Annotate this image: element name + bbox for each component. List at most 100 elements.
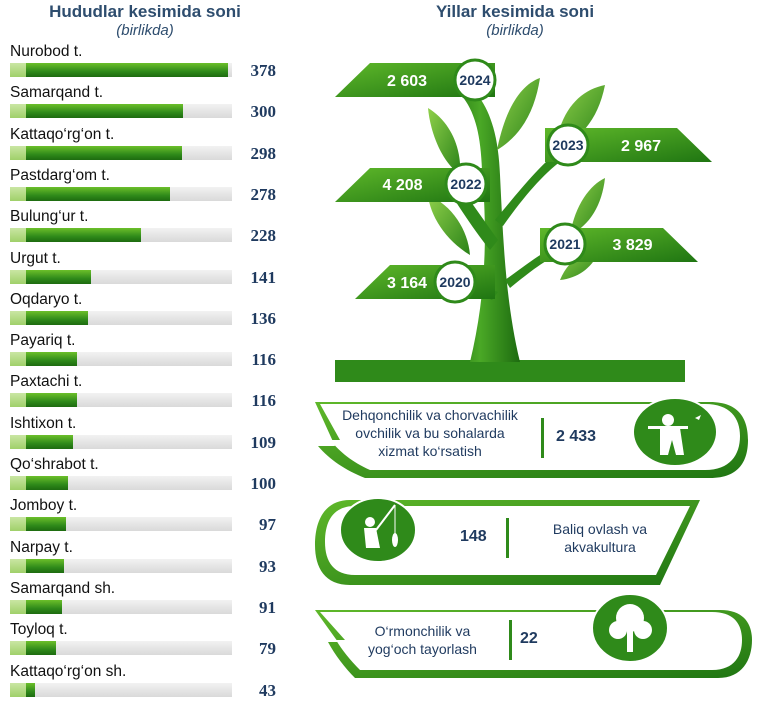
region-label: Samarqand t.	[10, 84, 104, 102]
bar	[26, 145, 182, 160]
year-value-label: 2 967	[621, 138, 661, 155]
bar-stub	[10, 641, 26, 656]
bar	[26, 393, 77, 408]
divider	[506, 518, 509, 558]
bar-track	[10, 558, 232, 573]
region-label: Pastdarg‘om t.	[10, 166, 110, 184]
year-badge	[453, 58, 497, 102]
bar-value-label: 228	[250, 226, 277, 246]
bar-value-label: 278	[250, 184, 277, 204]
bar-track	[10, 641, 232, 656]
fishing-icon	[339, 497, 417, 563]
year-label: 2021	[549, 236, 580, 252]
region-label: Oqdaryo t.	[10, 290, 83, 308]
year-label: 2020	[439, 274, 470, 290]
bar-stub	[10, 310, 26, 325]
right-chart-title: Yillar kesimida soni	[435, 2, 595, 21]
category-text-forestry: O‘rmonchilik va yog‘och tayorlash	[340, 622, 505, 658]
bar-stub	[10, 269, 26, 284]
bar	[26, 641, 56, 656]
bar-value-label: 298	[250, 143, 277, 163]
region-label: Urgut t.	[10, 249, 61, 267]
bar	[26, 434, 73, 449]
category-text-fishing: Baliq ovlash va akvakultura	[520, 520, 680, 556]
leaf	[570, 178, 605, 235]
bar-value-label: 116	[251, 350, 276, 370]
category-text-agriculture: Dehqonchilik va chorvachilik ovchilik va…	[316, 406, 544, 460]
category-value-agriculture: 2 433	[556, 428, 597, 445]
bar	[26, 63, 228, 77]
bar	[26, 186, 171, 201]
bar-stub	[10, 63, 26, 77]
bar-stub	[10, 558, 26, 573]
bar-value-label: 136	[250, 308, 277, 328]
region-label: Narpay t.	[10, 538, 73, 556]
region-label: Qo‘shrabot t.	[10, 456, 99, 473]
bar	[26, 476, 68, 490]
bar-value-label: 93	[259, 556, 276, 576]
category-value-fishing: 148	[460, 528, 487, 545]
right-chart-subtitle: (birlikda)	[486, 22, 544, 39]
bar-stub	[10, 186, 26, 201]
region-label: Jomboy t.	[10, 497, 78, 515]
bar	[26, 104, 184, 119]
region-label: Toyloq t.	[10, 621, 68, 639]
bar-stub	[10, 352, 26, 367]
trees-icon	[591, 593, 669, 663]
tree-trunk	[440, 74, 520, 362]
bar-value-label: 300	[250, 102, 277, 122]
category-value-forestry: 22	[520, 630, 538, 647]
year-badge	[433, 260, 477, 304]
left-chart-title: Hududlar kesimida soni	[49, 2, 241, 21]
region-label: Payariq t.	[10, 332, 76, 350]
bar	[26, 310, 89, 325]
year-label: 2022	[450, 176, 481, 192]
year-badge	[546, 123, 590, 167]
region-label: Ishtixon t.	[10, 414, 77, 432]
left-chart-subtitle: (birlikda)	[116, 22, 174, 39]
bar-value-label: 79	[259, 639, 276, 659]
bar-value-label: 141	[250, 267, 277, 287]
year-value-label: 3 829	[612, 237, 652, 254]
tree-ground	[335, 360, 685, 382]
divider	[509, 620, 512, 660]
year-value-label: 3 164	[387, 275, 427, 292]
region-label: Bulung‘ur t.	[10, 208, 89, 226]
leaf	[497, 78, 540, 150]
bar-value-label: 378	[250, 61, 277, 80]
year-badge	[444, 162, 488, 206]
bar-stub	[10, 476, 26, 490]
tree-branch	[495, 150, 565, 226]
year-value-label: 2 603	[387, 73, 427, 90]
bar-value-label: 100	[250, 474, 277, 493]
region-label: Kattaqo‘rg‘on t.	[10, 125, 115, 143]
leaf	[428, 108, 461, 175]
category-line: O‘rmonchilik va	[374, 623, 471, 639]
bar	[26, 352, 77, 367]
bar-stub	[10, 104, 26, 119]
bar	[26, 517, 66, 532]
bar-stub	[10, 682, 26, 697]
region-label: Samarqand sh.	[10, 579, 116, 597]
bar	[26, 269, 92, 284]
bar	[26, 682, 35, 697]
year-value-label: 4 208	[382, 177, 422, 194]
year-badge	[543, 222, 587, 266]
bar-value-label: 43	[259, 680, 276, 700]
year-banner	[335, 63, 495, 97]
year-label: 2023	[552, 137, 583, 153]
bar-stub	[10, 228, 26, 243]
bar	[26, 599, 63, 614]
bar-stub	[10, 434, 26, 449]
category-line: ovchilik va bu sohalarda	[355, 425, 505, 441]
bar-value-label: 109	[250, 432, 277, 452]
bar-value-label: 116	[251, 391, 276, 411]
divider	[541, 418, 544, 458]
category-line: Baliq ovlash va	[552, 521, 648, 537]
region-label: Nurobod t.	[10, 43, 83, 60]
category-line: xizmat ko‘rsatish	[378, 443, 482, 459]
bar-stub	[10, 145, 26, 160]
bar	[26, 228, 142, 243]
bar	[26, 558, 64, 573]
